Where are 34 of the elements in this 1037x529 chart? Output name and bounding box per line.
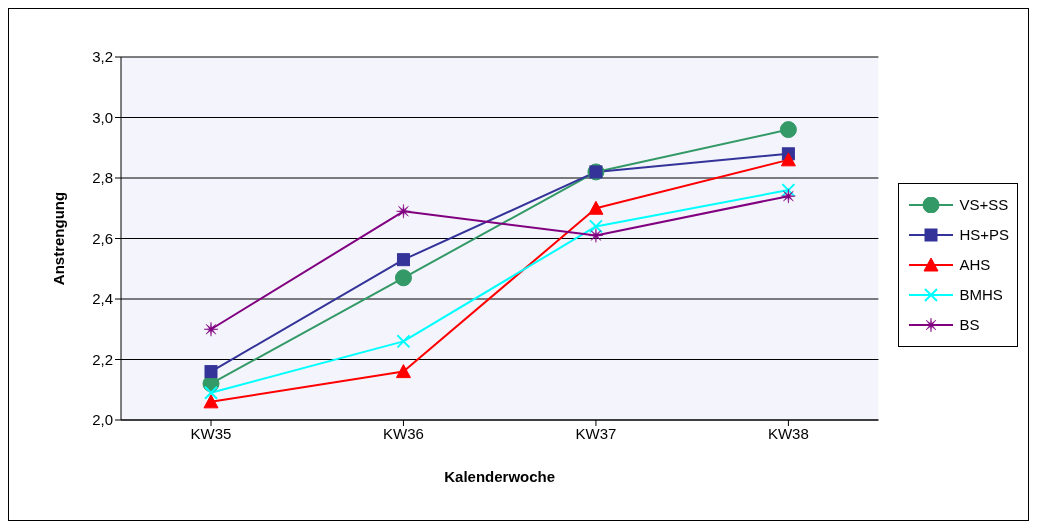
point [395,364,411,379]
legend-label: VS+SS [959,196,1009,213]
point [396,253,410,267]
x-tick-label: KW37 [575,424,617,442]
y-tick-label: 2,8 [92,169,113,187]
y-tick-label: 2,4 [92,290,113,308]
point [203,394,219,409]
y-axis-title: Anstrengung [50,191,68,286]
point [396,204,411,219]
legend-label: BMHS [959,286,1003,303]
legend-label: AHS [959,256,991,273]
x-tick-label: KW36 [383,424,424,442]
point [588,228,604,243]
point [780,152,796,167]
point [781,188,796,204]
legend-label: BS [959,316,980,333]
y-tick-label: 2,2 [92,350,113,368]
point [396,334,411,349]
y-tick-label: 3,2 [92,48,113,66]
point [204,365,218,379]
point [781,183,796,198]
point [394,269,412,287]
legend-label: HS+PS [959,226,1009,243]
point [204,385,218,400]
y-tick-label: 2,0 [92,411,113,429]
y-tick-label: 3,0 [92,108,113,126]
y-tick-label: 2,6 [92,229,113,247]
point [779,121,797,139]
point [588,219,603,234]
x-axis-title: Kalenderwoche [444,468,556,485]
point [203,322,219,337]
x-tick-label: KW38 [767,424,809,442]
x-tick-label: KW35 [190,424,232,442]
point [588,200,604,215]
